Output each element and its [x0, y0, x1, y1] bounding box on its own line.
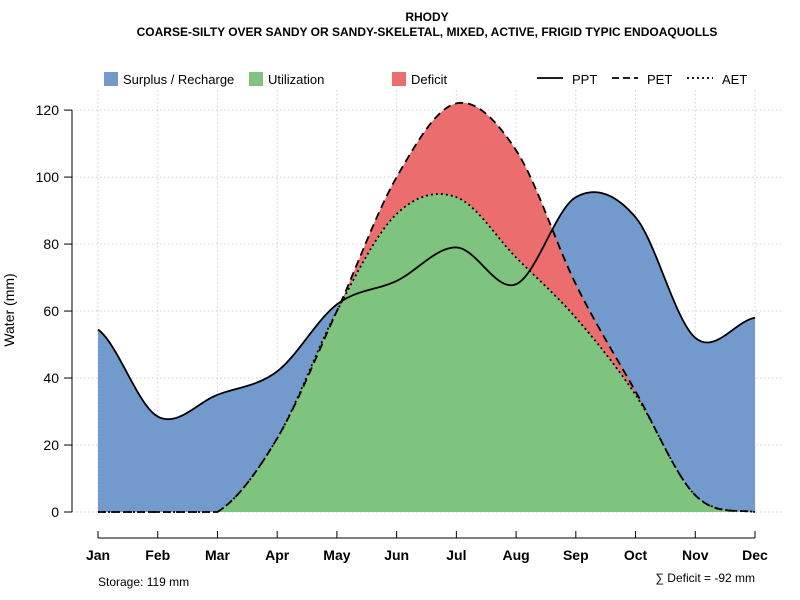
x-tick-label-apr: Apr [265, 547, 290, 563]
x-tick-label-feb: Feb [145, 547, 170, 563]
y-axis-label: Water (mm) [1, 273, 17, 346]
x-tick-label-sep: Sep [563, 547, 589, 563]
line-aet [98, 193, 756, 513]
utilization-area [98, 194, 755, 512]
y-tick-label: 60 [43, 303, 59, 319]
x-tick-label-may: May [323, 547, 350, 563]
legend-label-aet: AET [722, 72, 747, 87]
x-tick-label-oct: Oct [624, 547, 648, 563]
x-tick-label-jul: Jul [446, 547, 466, 563]
legend-swatch-2 [392, 72, 406, 86]
y-tick-label: 40 [43, 370, 59, 386]
x-tick-label-nov: Nov [682, 547, 709, 563]
x-tick-label-jun: Jun [384, 547, 409, 563]
legend-label-pet: PET [647, 72, 672, 87]
legend: Surplus / Recharge Utilization Deficit PPT P… [104, 72, 747, 87]
y-tick-label: 120 [36, 102, 60, 118]
y-tick-label: 0 [51, 504, 59, 520]
x-tick-label-jan: Jan [86, 547, 110, 563]
storage-annotation: Storage: 119 mm [98, 575, 189, 589]
x-tick-label-dec: Dec [742, 547, 768, 563]
series-lines [97, 101, 756, 513]
y-tick-label: 100 [36, 169, 60, 185]
x-tick-label-mar: Mar [205, 547, 230, 563]
x-tick-label-aug: Aug [502, 547, 529, 563]
legend-label-2: Deficit [411, 72, 448, 87]
legend-swatch-0 [104, 72, 118, 86]
chart-title: RHODY [405, 10, 448, 24]
y-tick-label: 80 [43, 236, 59, 252]
chart-subtitle: COARSE-SILTY OVER SANDY OR SANDY-SKELETA… [137, 25, 718, 39]
deficit-area [98, 102, 755, 512]
deficit-annotation: ∑ Deficit = -92 mm [655, 571, 755, 585]
legend-label-1: Utilization [268, 72, 324, 87]
area-layers [98, 102, 755, 512]
legend-label-ppt: PPT [572, 72, 597, 87]
legend-label-0: Surplus / Recharge [123, 72, 234, 87]
line-ppt [97, 191, 756, 421]
y-tick-label: 20 [43, 437, 59, 453]
legend-swatch-1 [249, 72, 263, 86]
axes: 0 20 40 60 80 100 120 Jan Feb Mar Apr May Jun Jul Aug S… [36, 102, 768, 563]
